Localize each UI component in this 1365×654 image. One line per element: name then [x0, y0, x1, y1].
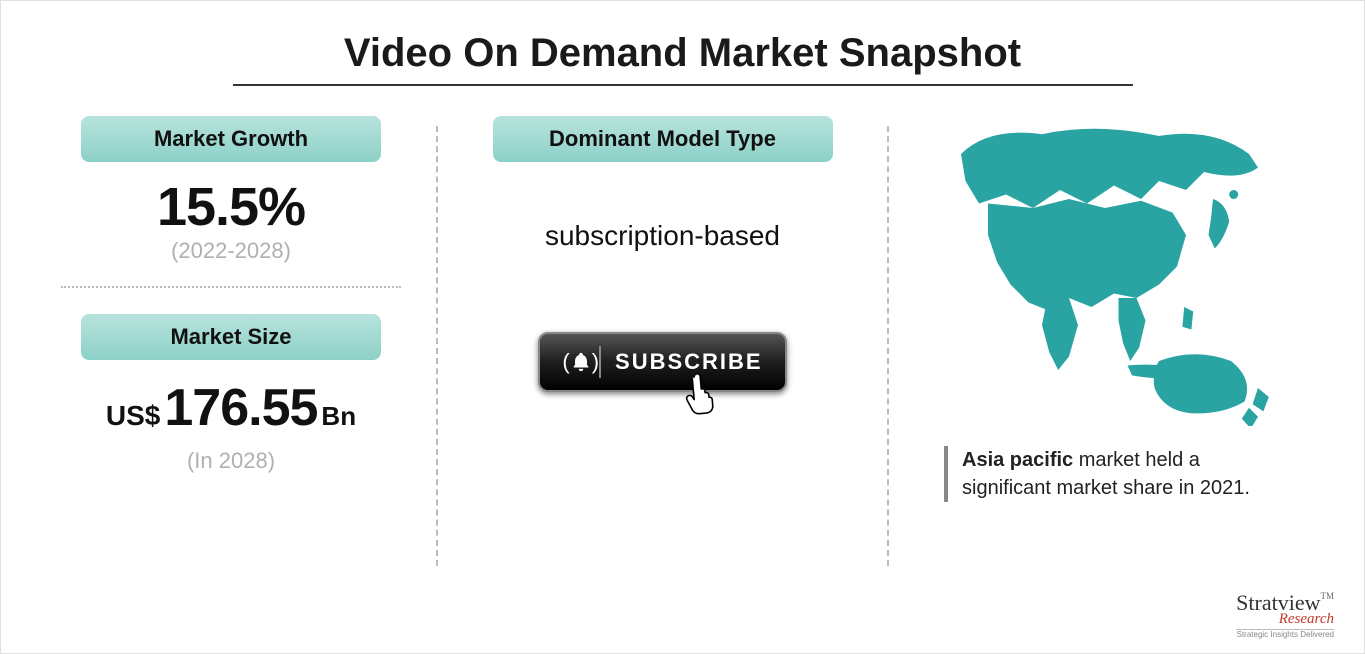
col-market-stats: Market Growth 15.5% (2022-2028) Market S… [51, 116, 411, 474]
region-caption: Asia pacific market held a significant m… [944, 446, 1284, 502]
content-columns: Market Growth 15.5% (2022-2028) Market S… [31, 116, 1334, 566]
asia-pacific-map-icon [934, 116, 1294, 426]
horizontal-divider [61, 286, 401, 288]
pill-market-growth: Market Growth [81, 116, 381, 162]
pill-dominant-model: Dominant Model Type [493, 116, 833, 162]
page-title: Video On Demand Market Snapshot [31, 31, 1334, 76]
col-region: Asia pacific market held a significant m… [914, 116, 1314, 502]
logo-tagline: Strategic Insights Delivered [1236, 629, 1334, 639]
bell-icon: ( ) [562, 351, 599, 373]
subscribe-button[interactable]: ( ) SUBSCRIBE [538, 332, 786, 392]
market-growth-period: (2022-2028) [171, 238, 291, 264]
title-underline [233, 84, 1133, 86]
logo-tm: TM [1321, 591, 1335, 601]
market-size-value: 176.55 [164, 378, 317, 438]
market-size-period: (In 2028) [187, 448, 275, 474]
market-size-prefix: US$ [106, 400, 160, 432]
button-divider [599, 346, 601, 378]
stratview-logo: StratviewTM Research Strategic Insights … [1236, 592, 1334, 639]
market-size-row: US$ 176.55 Bn [106, 378, 356, 438]
cursor-hand-icon [680, 369, 722, 425]
pill-market-size: Market Size [81, 314, 381, 360]
dominant-model-value: subscription-based [545, 220, 780, 252]
region-name: Asia pacific [962, 449, 1073, 471]
vertical-divider-2 [887, 126, 889, 566]
col-model-type: Dominant Model Type subscription-based (… [463, 116, 863, 392]
market-growth-value: 15.5% [157, 180, 305, 234]
market-size-suffix: Bn [321, 401, 356, 432]
vertical-divider-1 [436, 126, 438, 566]
